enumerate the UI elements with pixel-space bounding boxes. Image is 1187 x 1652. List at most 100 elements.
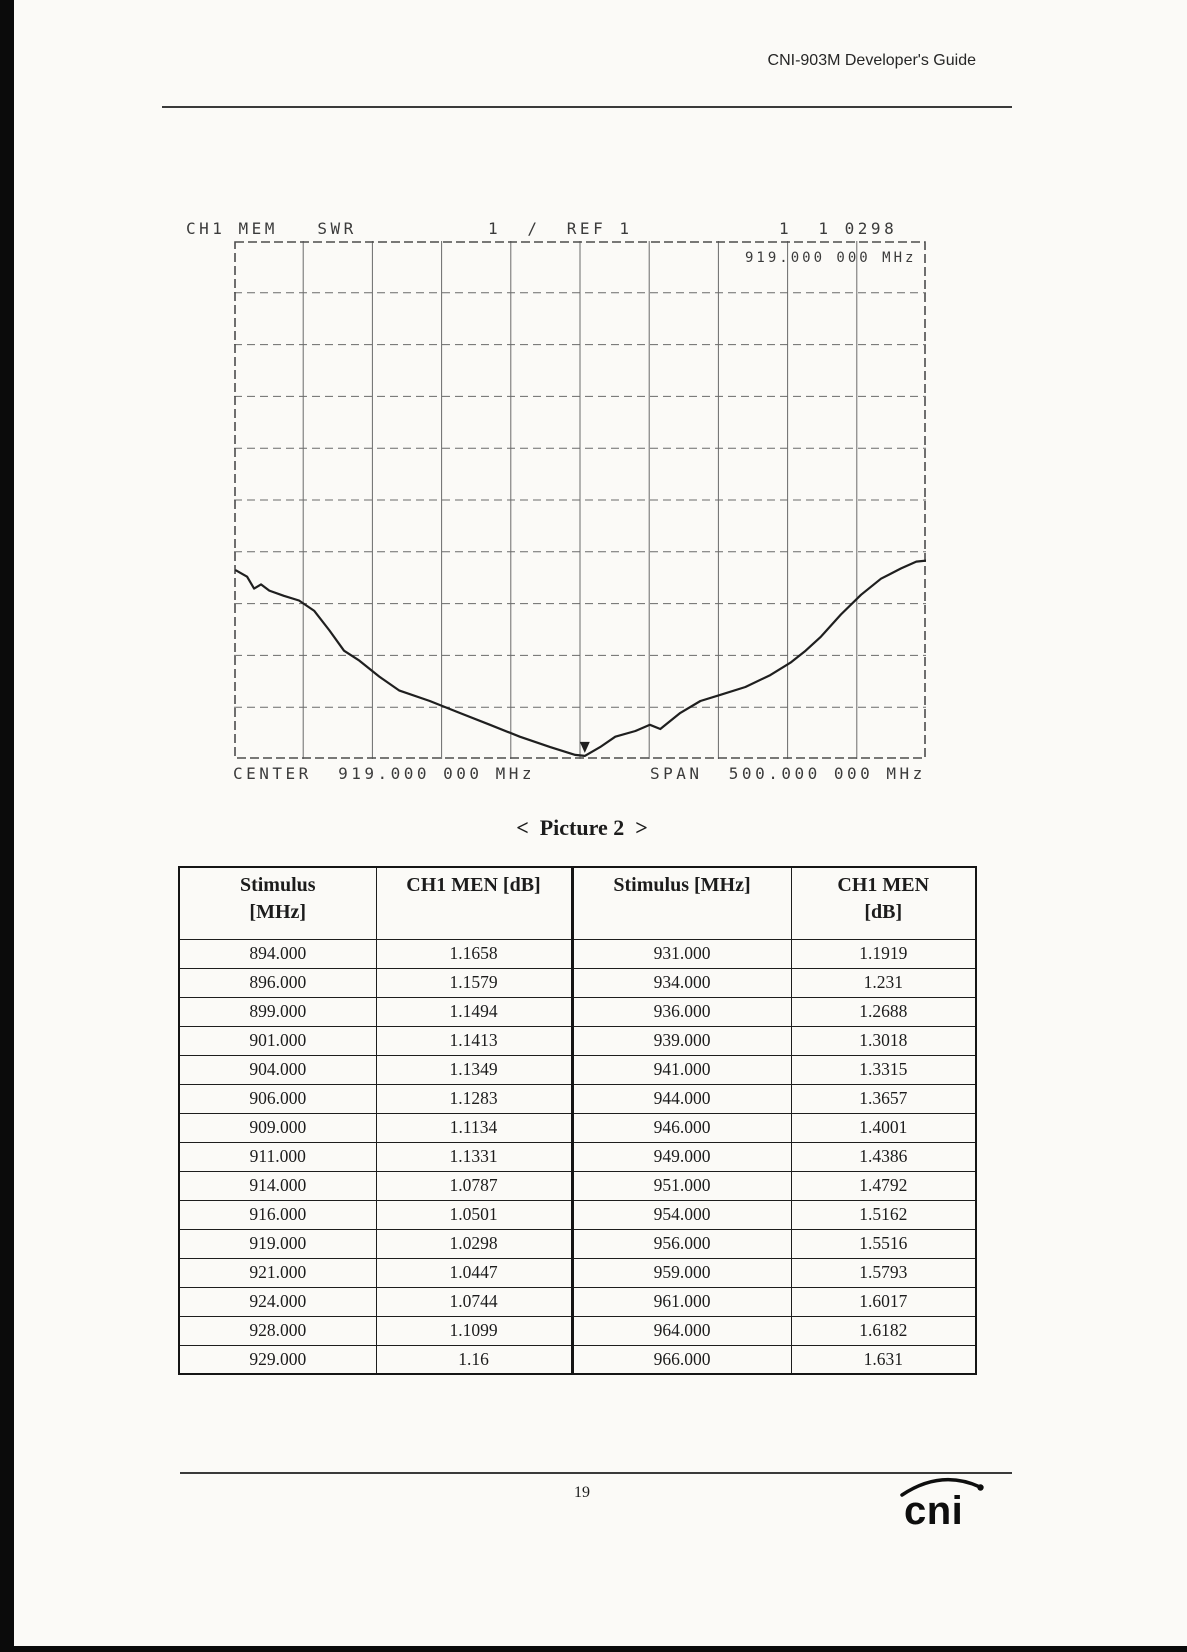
table-row: 896.000 1.1579 934.000 1.231: [178, 967, 977, 998]
table-cell: 1.1349: [375, 1054, 574, 1085]
table-cell: 896.000: [178, 967, 377, 998]
column-header: CH1 MEN [dB]: [790, 866, 977, 940]
table-cell: 1.1579: [375, 967, 574, 998]
table-cell: 894.000: [178, 938, 377, 969]
header-rule: [162, 106, 1012, 108]
crt-center-label: CENTER 919.000 000 MHz: [233, 764, 536, 783]
logo-text: cni: [904, 1489, 963, 1530]
table-cell: 916.000: [178, 1199, 377, 1230]
table-cell: 929.000: [178, 1344, 377, 1375]
table-cell: 1.3018: [790, 1025, 977, 1056]
table-cell: 1.0787: [375, 1170, 574, 1201]
table-cell: 931.000: [571, 938, 792, 969]
measurement-table: Stimulus [MHz] CH1 MEN [dB] Stimulus [MHz] C…: [178, 866, 977, 1375]
page-number: 19: [574, 1484, 590, 1501]
table-cell: 946.000: [571, 1112, 792, 1143]
table-cell: 1.3657: [790, 1083, 977, 1114]
table-cell: 901.000: [178, 1025, 377, 1056]
table-cell: 1.0744: [375, 1286, 574, 1317]
table-cell: 951.000: [571, 1170, 792, 1201]
table-cell: 939.000: [571, 1025, 792, 1056]
logo-dot-icon: [977, 1484, 984, 1491]
table-cell: 904.000: [178, 1054, 377, 1085]
swr-plot: [234, 241, 926, 759]
table-row: 914.000 1.0787 951.000 1.4792: [178, 1170, 977, 1201]
table-cell: 1.231: [790, 967, 977, 998]
table-row: 911.000 1.1331 949.000 1.4386: [178, 1141, 977, 1172]
table-cell: 1.1099: [375, 1315, 574, 1346]
column-header: Stimulus [MHz]: [571, 866, 792, 940]
table-cell: 961.000: [571, 1286, 792, 1317]
crt-marker-frequency: 919.000 000 MHz: [745, 250, 917, 266]
table-row: 916.000 1.0501 954.000 1.5162: [178, 1199, 977, 1230]
table-cell: 1.2688: [790, 996, 977, 1027]
table-cell: 949.000: [571, 1141, 792, 1172]
table-row: 904.000 1.1349 941.000 1.3315: [178, 1054, 977, 1085]
table-cell: 928.000: [178, 1315, 377, 1346]
table-cell: 909.000: [178, 1112, 377, 1143]
table-cell: 954.000: [571, 1199, 792, 1230]
column-header: CH1 MEN [dB]: [375, 866, 574, 940]
column-header-line: [MHz]: [249, 901, 307, 923]
column-header-line: [dB]: [864, 901, 903, 923]
table-cell: 1.6182: [790, 1315, 977, 1346]
table-cell: 964.000: [571, 1315, 792, 1346]
table-cell: 921.000: [178, 1257, 377, 1288]
column-header-line: CH1 MEN [dB]: [406, 874, 541, 896]
table-cell: 1.631: [790, 1344, 977, 1375]
crt-channel-label: CH1 MEM SWR: [186, 219, 357, 238]
table-row: 921.000 1.0447 959.000 1.5793: [178, 1257, 977, 1288]
table-cell: 941.000: [571, 1054, 792, 1085]
table-row: 906.000 1.1283 944.000 1.3657: [178, 1083, 977, 1114]
table-cell: 924.000: [178, 1286, 377, 1317]
table-cell: 906.000: [178, 1083, 377, 1114]
table-row: 909.000 1.1134 946.000 1.4001: [178, 1112, 977, 1143]
header-title: CNI-903M Developer's Guide: [767, 52, 976, 69]
logo-swoosh-icon: [900, 1477, 982, 1497]
table-cell: 959.000: [571, 1257, 792, 1288]
table-cell: 911.000: [178, 1141, 377, 1172]
table-cell: 1.4792: [790, 1170, 977, 1201]
table-row: 899.000 1.1494 936.000 1.2688: [178, 996, 977, 1027]
table-cell: 936.000: [571, 996, 792, 1027]
column-header: Stimulus [MHz]: [178, 866, 377, 940]
table-cell: 1.0501: [375, 1199, 574, 1230]
table-row: 919.000 1.0298 956.000 1.5516: [178, 1228, 977, 1259]
trace-marker-icon: [579, 741, 590, 753]
table-cell: 1.5162: [790, 1199, 977, 1230]
table-cell: 1.6017: [790, 1286, 977, 1317]
table-cell: 914.000: [178, 1170, 377, 1201]
table-cell: 1.5793: [790, 1257, 977, 1288]
table-cell: 1.4386: [790, 1141, 977, 1172]
table-header-row: Stimulus [MHz] CH1 MEN [dB] Stimulus [MHz] C…: [178, 866, 977, 940]
table-cell: 956.000: [571, 1228, 792, 1259]
footer-rule: [180, 1472, 1012, 1474]
table-cell: 944.000: [571, 1083, 792, 1114]
column-header-line: Stimulus: [239, 874, 316, 896]
cni-logo: cni: [895, 1472, 991, 1535]
table-cell: 1.1494: [375, 996, 574, 1027]
table-cell: 919.000: [178, 1228, 377, 1259]
table-row: 894.000 1.1658 931.000 1.1919: [178, 938, 977, 969]
table-cell: 966.000: [571, 1344, 792, 1375]
grid-frame: [234, 241, 926, 759]
scan-bottom-bar: [0, 1646, 1187, 1652]
table-cell: 1.16: [375, 1344, 574, 1375]
figure-caption: < Picture 2 >: [516, 815, 648, 840]
crt-span-label: SPAN 500.000 000 MHz: [650, 764, 926, 783]
table-cell: 1.1413: [375, 1025, 574, 1056]
table-row: 924.000 1.0744 961.000 1.6017: [178, 1286, 977, 1317]
table-cell: 1.1283: [375, 1083, 574, 1114]
table-row: 928.000 1.1099 964.000 1.6182: [178, 1315, 977, 1346]
table-row: 901.000 1.1413 939.000 1.3018: [178, 1025, 977, 1056]
table-cell: 1.1919: [790, 938, 977, 969]
swr-trace: [234, 559, 926, 758]
column-header-line: CH1 MEN: [837, 874, 930, 896]
table-cell: 1.1658: [375, 938, 574, 969]
column-header-line: Stimulus [MHz]: [613, 874, 751, 896]
crt-marker-value: 1 1 0298: [779, 219, 898, 238]
table-cell: 1.5516: [790, 1228, 977, 1259]
cni-logo-graphic: cni: [900, 1477, 984, 1533]
table-cell: 1.1134: [375, 1112, 574, 1143]
